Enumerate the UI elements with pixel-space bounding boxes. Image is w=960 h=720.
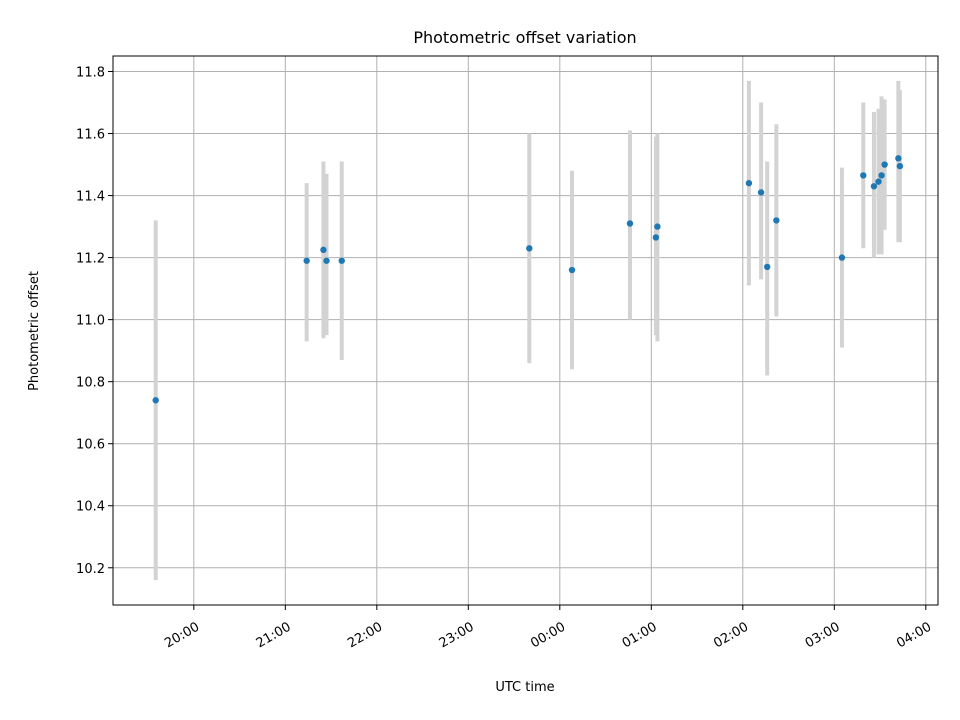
data-point (773, 217, 780, 224)
x-tick-label: 01:00 (620, 620, 660, 652)
data-point (878, 172, 885, 179)
x-tick-label: 23:00 (437, 620, 477, 652)
data-point (568, 266, 576, 274)
data-point (526, 245, 533, 252)
y-tick-label: 10.2 (76, 562, 105, 577)
data-point (338, 257, 345, 264)
axis-ticks: 20:00 21:00 22:00 23:00 00:00 01:00 02:00 03:00… (76, 66, 934, 652)
x-tick-label: 03:00 (803, 620, 843, 652)
data-point (764, 263, 771, 271)
grid-lines (113, 56, 938, 605)
plot-frame (112, 55, 939, 606)
y-axis-label: Photometric offset (27, 271, 42, 391)
data-point (895, 155, 902, 162)
data-point (323, 257, 330, 264)
data-point (303, 257, 310, 264)
data-point (626, 220, 634, 227)
y-tick-label: 10.6 (76, 438, 105, 453)
data-point (896, 162, 904, 170)
y-tick-label: 11.0 (76, 314, 105, 329)
data-points (152, 155, 904, 404)
y-tick-label: 10.8 (76, 376, 105, 391)
data-point (757, 189, 765, 196)
data-point (652, 234, 660, 241)
data-point (320, 246, 327, 254)
x-tick-label: 04:00 (894, 620, 934, 652)
x-tick-label: 00:00 (528, 620, 568, 652)
data-point (654, 223, 661, 230)
data-point (875, 178, 882, 185)
x-tick-label: 02:00 (711, 620, 751, 652)
x-tick-label: 22:00 (345, 620, 385, 652)
data-point (881, 161, 888, 168)
x-tick-label: 20:00 (162, 620, 202, 652)
x-tick-label: 21:00 (254, 620, 294, 652)
y-tick-label: 11.6 (76, 128, 105, 143)
y-tick-label: 11.8 (76, 66, 105, 81)
data-point (745, 179, 753, 187)
data-point (152, 397, 159, 404)
data-point (870, 183, 878, 190)
y-tick-label: 11.2 (76, 252, 105, 267)
x-axis-label: UTC time (495, 680, 554, 695)
y-tick-label: 11.4 (76, 190, 105, 205)
data-point (860, 172, 867, 179)
data-point (838, 254, 846, 261)
chart-title: Photometric offset variation (413, 28, 636, 47)
y-tick-label: 10.4 (76, 500, 105, 515)
